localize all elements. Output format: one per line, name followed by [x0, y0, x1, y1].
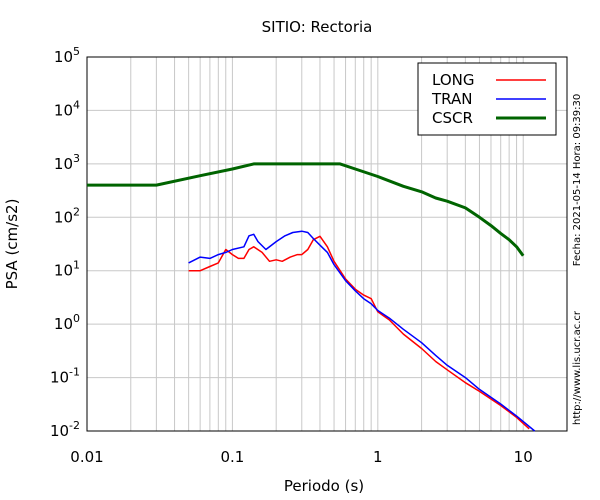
legend-label-cscr: CSCR [432, 109, 473, 127]
series-line-cscr [87, 162, 525, 257]
y-tick-label: 101 [54, 259, 80, 280]
y-tick-label: 103 [54, 152, 80, 173]
y-tick-label: 105 [54, 45, 80, 66]
y-tick-label: 104 [54, 98, 80, 119]
x-tick-label: 0.1 [220, 448, 244, 466]
timestamp-text: Fecha: 2021-05-14 Hora: 09:39:30 [572, 94, 583, 267]
y-tick-labels: 10-2 10-1 100 101 102 103 104 105 [50, 45, 80, 440]
series-lines [87, 162, 536, 432]
y-tick-label: 10-2 [50, 419, 80, 440]
plot-frame [86, 56, 568, 432]
legend-label-long: LONG [432, 71, 474, 89]
x-tick-label: 0.01 [70, 448, 103, 466]
x-tick-label: 10 [514, 448, 533, 466]
x-tick-label: 1 [373, 448, 383, 466]
x-axis-label: Periodo (s) [284, 477, 364, 495]
y-tick-label: 102 [54, 205, 80, 226]
y-tick-label: 10-1 [50, 366, 80, 387]
x-tick-labels: 0.01 0.1 1 10 [70, 448, 532, 466]
y-tick-label: 100 [54, 312, 80, 333]
series-line-long [188, 235, 530, 430]
chart-title: SITIO: Rectoria [262, 18, 373, 36]
series-line-tran [188, 230, 536, 432]
y-axis-label: PSA (cm/s2) [3, 199, 21, 290]
source-url-text: http://www.lis.ucr.ac.cr [572, 310, 583, 425]
legend-label-tran: TRAN [431, 90, 472, 108]
